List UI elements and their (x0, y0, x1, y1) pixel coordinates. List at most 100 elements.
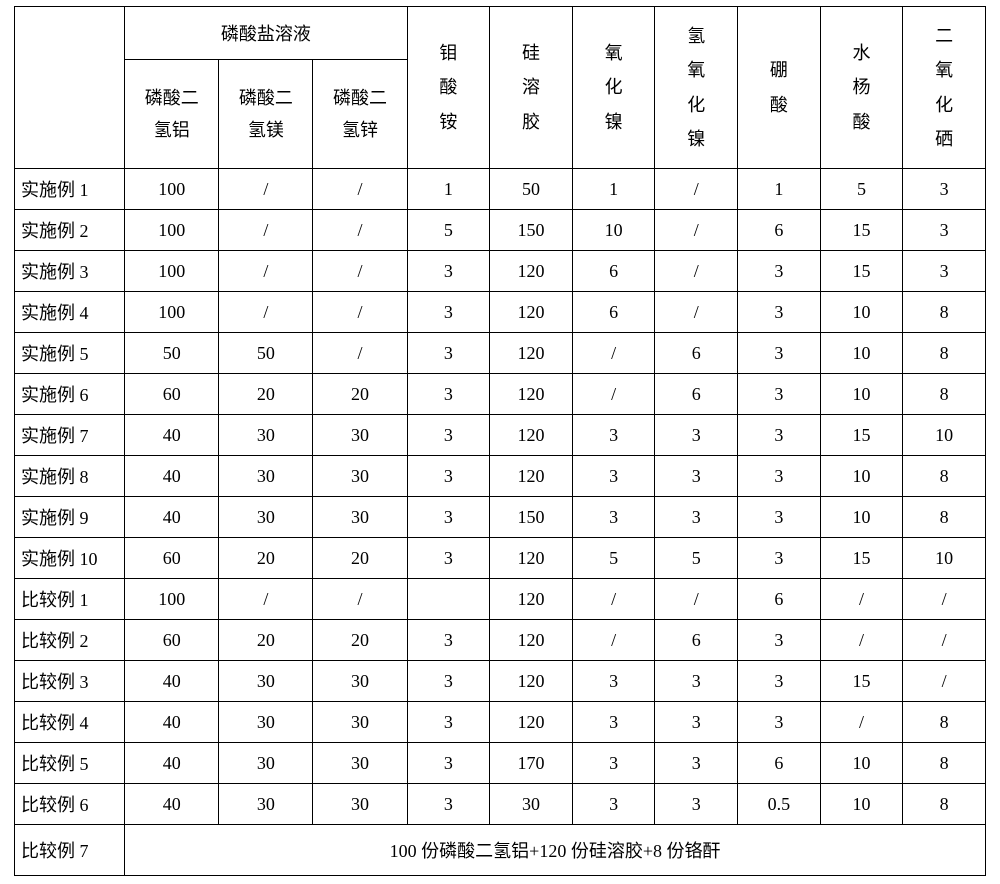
cell: 30 (313, 702, 407, 743)
cell: 6 (572, 292, 655, 333)
cell: 3 (655, 456, 738, 497)
cell: 40 (125, 702, 219, 743)
row-label: 实施例 9 (15, 497, 125, 538)
cell: 3 (655, 702, 738, 743)
row-label: 比较例 2 (15, 620, 125, 661)
header-col-5: 水杨酸 (820, 7, 903, 169)
cell: 10 (820, 784, 903, 825)
table-row: 实施例 84030303120333108 (15, 456, 986, 497)
header-phosphate-group: 磷酸盐溶液 (125, 7, 407, 60)
cell: 150 (490, 210, 573, 251)
cell: 10 (820, 456, 903, 497)
cell: 30 (313, 415, 407, 456)
row-label: 实施例 8 (15, 456, 125, 497)
cell: 3 (903, 210, 986, 251)
cell: 120 (490, 333, 573, 374)
cell: 6 (738, 579, 821, 620)
cell: 10 (820, 374, 903, 415)
header-sub-1: 磷酸二氢镁 (219, 60, 313, 169)
cell: / (903, 661, 986, 702)
cell: 40 (125, 456, 219, 497)
cell: 6 (738, 210, 821, 251)
cell: / (313, 251, 407, 292)
cell: / (219, 579, 313, 620)
header-col-1: 硅溶胶 (490, 7, 573, 169)
cell: / (313, 292, 407, 333)
cell: 3 (407, 702, 490, 743)
cell: 30 (490, 784, 573, 825)
cell: 3 (407, 661, 490, 702)
cell: 30 (219, 661, 313, 702)
cell: 3 (738, 497, 821, 538)
cell: / (219, 210, 313, 251)
cell: 3 (655, 661, 738, 702)
cell: 3 (407, 333, 490, 374)
header-sub-2: 磷酸二氢锌 (313, 60, 407, 169)
cell: 3 (738, 620, 821, 661)
cell: 3 (407, 415, 490, 456)
row-label: 实施例 4 (15, 292, 125, 333)
cell: / (572, 579, 655, 620)
cell: 3 (738, 538, 821, 579)
cell: 3 (407, 497, 490, 538)
header-col-6: 二氧化硒 (903, 7, 986, 169)
cell: 40 (125, 497, 219, 538)
cell: / (903, 620, 986, 661)
cell: 100 (125, 251, 219, 292)
cell: 3 (903, 169, 986, 210)
cell (407, 579, 490, 620)
table-row: 实施例 3100//31206/3153 (15, 251, 986, 292)
cell: 3 (903, 251, 986, 292)
cell: 3 (738, 374, 821, 415)
cell: 10 (820, 333, 903, 374)
cell: / (313, 333, 407, 374)
header-col-0: 钼酸铵 (407, 7, 490, 169)
table-row: 实施例 55050/3120/63108 (15, 333, 986, 374)
cell: 120 (490, 374, 573, 415)
cell: 20 (313, 620, 407, 661)
header-col-4: 硼酸 (738, 7, 821, 169)
cell: 30 (313, 661, 407, 702)
cell: 30 (313, 497, 407, 538)
cell: / (655, 292, 738, 333)
cell: 3 (655, 415, 738, 456)
cell: 120 (490, 292, 573, 333)
cell: / (655, 579, 738, 620)
cell: / (572, 620, 655, 661)
cell: 50 (490, 169, 573, 210)
cell: 40 (125, 415, 219, 456)
header-col-3: 氢氧化镍 (655, 7, 738, 169)
cell: 3 (572, 784, 655, 825)
table-row: 比较例 1100//120//6// (15, 579, 986, 620)
cell: 3 (407, 456, 490, 497)
cell: 50 (125, 333, 219, 374)
cell: 0.5 (738, 784, 821, 825)
header-row-1: 磷酸盐溶液 钼酸铵 硅溶胶 氧化镍 氢氧化镍 硼酸 水杨酸 二氧化硒 (15, 7, 986, 60)
cell: 3 (738, 415, 821, 456)
row-label: 实施例 7 (15, 415, 125, 456)
cell: / (572, 374, 655, 415)
cell: 10 (572, 210, 655, 251)
cell: 10 (903, 538, 986, 579)
cell: / (313, 169, 407, 210)
cell: 30 (219, 456, 313, 497)
cell: 3 (407, 292, 490, 333)
cell: 120 (490, 538, 573, 579)
cell: 6 (572, 251, 655, 292)
cell: 120 (490, 661, 573, 702)
cell: 120 (490, 702, 573, 743)
row-label: 实施例 1 (15, 169, 125, 210)
cell: 1 (407, 169, 490, 210)
cell: / (903, 579, 986, 620)
cell: 5 (572, 538, 655, 579)
table-row: 实施例 66020203120/63108 (15, 374, 986, 415)
cell: / (219, 292, 313, 333)
cell: 8 (903, 497, 986, 538)
cell: 6 (738, 743, 821, 784)
row-label: 比较例 4 (15, 702, 125, 743)
table-row: 实施例 2100//515010/6153 (15, 210, 986, 251)
cell: 15 (820, 251, 903, 292)
cell: / (313, 579, 407, 620)
row-label: 实施例 10 (15, 538, 125, 579)
cell: 3 (572, 743, 655, 784)
